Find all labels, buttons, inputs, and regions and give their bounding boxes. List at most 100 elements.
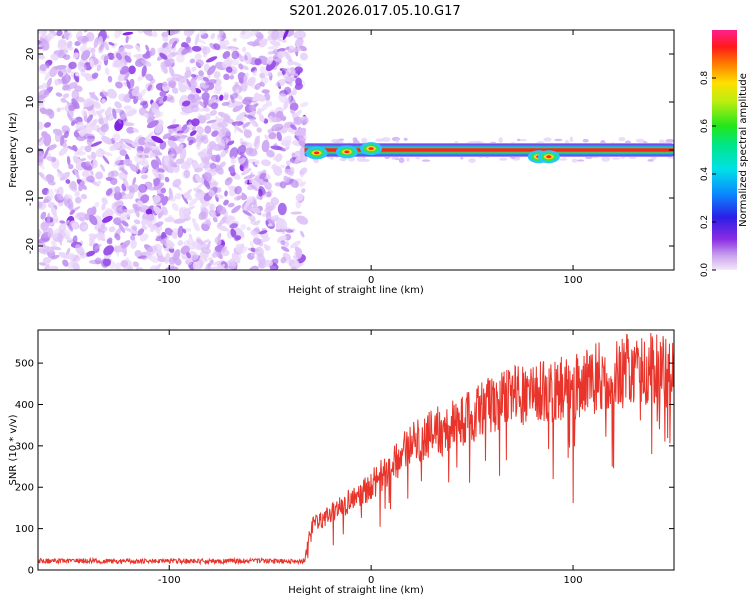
halo-speck [611,157,621,160]
noise-blob [208,257,213,261]
colorbar-tick-label: 0.6 [700,119,710,134]
noise-blob [243,72,249,84]
halo-speck [647,159,654,162]
noise-blob [216,194,224,199]
noise-blob [189,58,196,64]
noise-blob [213,90,221,95]
halo-speck [517,138,521,142]
noise-blob [178,84,187,93]
noise-blob [104,67,110,76]
noise-blob [129,163,139,173]
noise-blob [46,212,51,225]
noise-blob [81,109,88,117]
noise-blob [90,91,96,99]
noise-blob [223,73,230,81]
noise-blob [229,257,237,262]
noise-blob [85,122,93,134]
noise-blob [123,158,133,167]
signal-feature [305,146,328,160]
noise-blob [254,160,260,166]
noise-blob [108,42,115,46]
noise-blob [250,120,257,128]
noise-blob [209,110,217,116]
noise-blob [263,184,274,193]
noise-blob [164,216,175,223]
noise-blob [227,267,232,270]
bottom-ytick-label: 200 [15,483,34,494]
noise-blob [72,144,78,152]
noise-blob [289,76,297,82]
noise-blob [102,155,110,165]
chart-title: S201.2026.017.05.10.G17 [289,4,460,19]
noise-blob [47,180,56,186]
noise-blob [166,96,174,102]
noise-blob [62,93,70,99]
noise-blob [60,106,66,111]
noise-blob [115,262,121,270]
noise-blob [121,247,128,253]
noise-blob [250,184,259,192]
noise-blob [281,246,290,252]
noise-blob [290,124,297,130]
noise-blob [47,227,54,238]
noise-blob [152,168,160,179]
noise-blob [222,50,231,60]
noise-blob [267,223,273,227]
noise-blob [171,202,179,212]
halo-speck [543,137,552,142]
noise-blob [91,102,102,110]
noise-blob [38,99,46,107]
noise-blob [288,95,292,103]
noise-blob [263,192,268,198]
noise-blob [276,131,283,142]
noise-blob [151,31,158,38]
noise-blob [109,142,122,152]
noise-blob [179,142,184,154]
noise-blob [72,52,79,59]
noise-blob [225,215,235,226]
noise-blob [228,166,236,174]
noise-blob [232,101,243,106]
noise-blob [89,58,95,68]
noise-blob [123,93,130,102]
noise-blob [51,156,57,163]
noise-blob [267,45,279,50]
noise-blob [267,72,273,77]
noise-blob [123,44,134,49]
noise-blob [183,240,190,247]
noise-blob [183,192,191,199]
noise-blob [52,215,59,223]
noise-blob [118,222,126,234]
noise-blob [208,96,216,104]
noise-blob [47,202,56,208]
noise-blob [141,158,149,168]
noise-blob [139,233,149,242]
noise-blob [206,119,217,124]
noise-blob [192,221,200,232]
noise-blob [138,183,148,193]
noise-blob [72,155,82,166]
noise-blob [100,164,106,172]
noise-blob [299,167,308,175]
noise-blob [155,235,168,242]
noise-blob [174,193,183,200]
noise-blob [128,65,136,75]
noise-blob [143,112,149,117]
noise-blob [112,217,122,226]
noise-blob [101,89,108,97]
noise-blob [289,179,299,188]
noise-blob [84,145,92,153]
noise-blob [284,168,293,175]
noise-blob [46,77,52,89]
noise-blob [201,46,211,55]
noise-blob [207,65,216,76]
noise-blob [216,205,227,215]
noise-blob [215,115,221,125]
noise-blob [263,118,269,124]
noise-blob [46,108,53,116]
noise-blob [132,261,140,268]
noise-blob [214,84,222,92]
noise-blob [115,52,122,60]
noise-blob [196,108,206,112]
noise-blob [293,30,307,40]
